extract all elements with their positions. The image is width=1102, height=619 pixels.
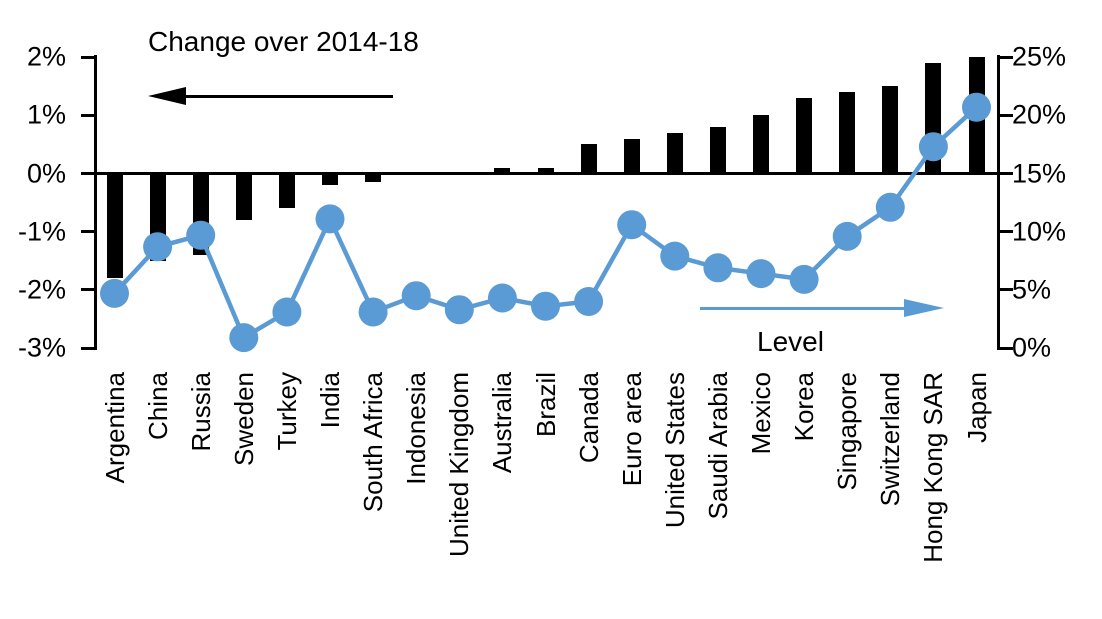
y-axis-left-tick-label: 2% bbox=[26, 41, 66, 72]
y-axis-right-tick-label: 10% bbox=[1012, 216, 1067, 247]
y-axis-left-line bbox=[94, 55, 97, 350]
level-point: Singapore: 9.6% bbox=[832, 221, 862, 251]
y-axis-left-tick bbox=[81, 346, 94, 350]
level-point: Japan: 20.7% bbox=[962, 92, 991, 122]
level-point: Argentina: 4.7% bbox=[100, 278, 129, 308]
change-bar bbox=[235, 173, 252, 221]
level-point: Turkey: 3.1% bbox=[272, 297, 302, 327]
y-axis-left-tick-label: -3% bbox=[17, 332, 66, 363]
y-axis-left-tick-label: -2% bbox=[17, 274, 66, 305]
change-bar bbox=[580, 144, 597, 174]
level-point: Mexico: 6.4% bbox=[746, 259, 776, 289]
y-axis-left-tick-label: -1% bbox=[17, 216, 66, 247]
change-bar bbox=[322, 173, 338, 186]
change-bar bbox=[753, 115, 769, 174]
y-axis-left-tick bbox=[81, 172, 94, 175]
y-axis-left-tick bbox=[81, 288, 94, 292]
change-bar bbox=[537, 167, 554, 174]
change-bar bbox=[365, 173, 382, 183]
left-arrow-shaft bbox=[180, 95, 393, 98]
level-point: Switzerland: 12.1% bbox=[875, 192, 905, 222]
zero-baseline bbox=[94, 172, 1000, 175]
level-point: Brazil: 3.6% bbox=[531, 291, 560, 321]
y-axis-right-tick bbox=[1000, 172, 1013, 175]
y-axis-right-tick-label: 0% bbox=[1012, 332, 1052, 363]
y-axis-left-tick-label: 1% bbox=[26, 99, 66, 130]
level-point: Russia: 9.7% bbox=[186, 220, 216, 250]
y-axis-right-tick bbox=[1000, 346, 1013, 350]
bar-series-title: Change over 2014-18 bbox=[148, 26, 419, 57]
level-point: Indonesia: 4.5% bbox=[401, 281, 431, 311]
change-bar bbox=[839, 92, 856, 174]
y-axis-right-tick-label: 15% bbox=[1012, 158, 1067, 188]
y-axis-right-line bbox=[997, 55, 1000, 350]
line-series-title: Level bbox=[757, 326, 824, 357]
y-axis-left-tick bbox=[81, 230, 94, 234]
level-point: Sweden: 0.9% bbox=[229, 323, 259, 353]
level-point: Hong Kong SAR: 17.3% bbox=[918, 132, 948, 162]
level-point: Saudi Arabia: 6.9% bbox=[703, 253, 733, 283]
change-bar bbox=[278, 173, 295, 209]
change-bar bbox=[796, 97, 813, 174]
level-point: United States: 7.9% bbox=[660, 241, 690, 271]
change-bar bbox=[882, 86, 899, 174]
level-point: United Kingdom: 3.3% bbox=[444, 295, 474, 325]
y-axis-right-tick bbox=[1000, 288, 1013, 292]
right-arrow-head-icon bbox=[904, 299, 944, 317]
y-axis-right-tick bbox=[1000, 230, 1013, 234]
level-point: Canada: 4% bbox=[574, 287, 604, 316]
left-arrow-head-icon bbox=[148, 87, 186, 105]
level-point: India: 11.1% bbox=[315, 204, 345, 234]
level-point: Euro area: 10.6% bbox=[617, 210, 647, 240]
y-axis-right-tick-label: 5% bbox=[1012, 274, 1052, 305]
level-point: Australia: 4.3% bbox=[487, 283, 517, 313]
y-axis-right-tick-label: 20% bbox=[1012, 99, 1067, 130]
change-bar bbox=[494, 167, 511, 174]
y-axis-left-tick-label: 0% bbox=[26, 158, 66, 188]
y-axis-left-tick bbox=[81, 55, 94, 59]
level-point: Korea: 5.9% bbox=[789, 264, 819, 294]
y-axis-left-tick bbox=[81, 113, 94, 117]
change-bar bbox=[666, 132, 683, 174]
change-bar bbox=[623, 138, 640, 174]
change-bar bbox=[709, 126, 726, 174]
change-bar bbox=[106, 173, 123, 279]
right-arrow-shaft bbox=[700, 307, 906, 310]
y-axis-right-tick bbox=[1000, 113, 1013, 117]
y-axis-right-tick bbox=[1000, 55, 1013, 59]
y-axis-right-tick-label: 25% bbox=[1012, 41, 1067, 72]
level-point: China: 8.7% bbox=[143, 232, 173, 262]
level-point: South Africa: 3.1% bbox=[358, 297, 388, 327]
